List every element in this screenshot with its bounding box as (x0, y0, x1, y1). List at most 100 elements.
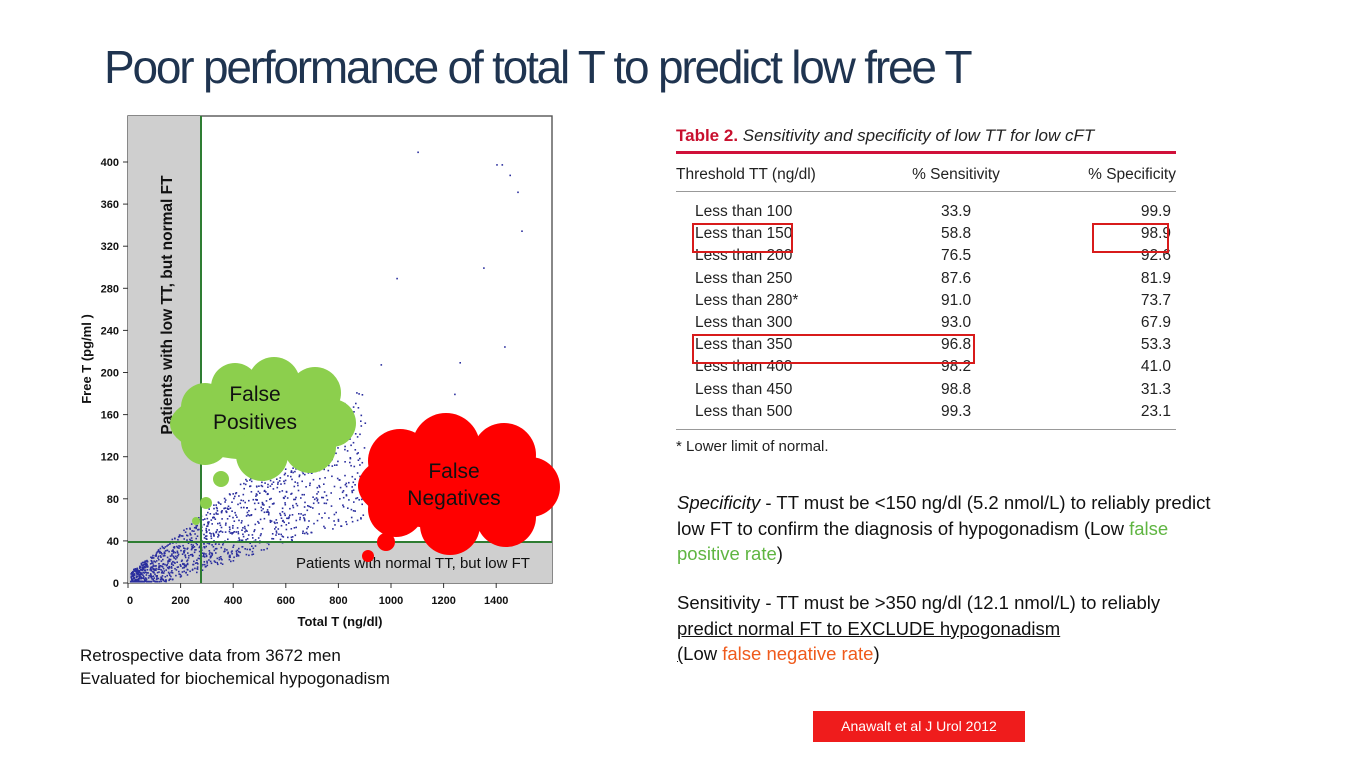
scatter-point (358, 499, 360, 501)
scatter-point (208, 550, 211, 552)
scatter-point (323, 525, 325, 528)
scatter-point (257, 490, 260, 493)
scatter-point (239, 483, 242, 486)
scatter-point (158, 563, 160, 565)
scatter-point (322, 496, 325, 499)
scatter-point (145, 578, 148, 581)
scatter-point (223, 507, 225, 510)
scatter-point (345, 482, 348, 485)
scatter-point (223, 497, 226, 500)
scatter-point (235, 552, 238, 554)
scatter-point (342, 504, 344, 506)
scatter-point (140, 563, 143, 565)
scatter-point (273, 521, 276, 523)
scatter-point (215, 504, 217, 506)
scatter-point (337, 460, 339, 463)
scatter-point (293, 485, 296, 488)
scatter-point (160, 572, 163, 574)
scatter-point (304, 513, 306, 516)
scatter-point (144, 561, 146, 563)
scatter-point (323, 483, 325, 485)
scatter-point (148, 574, 150, 577)
scatter-point (138, 580, 140, 583)
scatter-point (176, 545, 178, 548)
scatter-point (346, 523, 348, 526)
scatter-point (172, 546, 175, 549)
scatter-point (139, 580, 141, 583)
scatter-point (222, 543, 224, 546)
sensitivity-paragraph: Sensitivity - TT must be >350 ng/dl (12.… (677, 590, 1217, 667)
scatter-point (183, 538, 185, 540)
scatter-point (359, 464, 361, 466)
scatter-point (233, 520, 236, 522)
scatter-point (307, 505, 309, 507)
scatter-point (181, 559, 183, 562)
scatter-point (139, 577, 141, 580)
scatter-point (318, 486, 321, 488)
scatter-point (138, 570, 141, 572)
scatter-point (292, 467, 294, 469)
scatter-point (302, 532, 304, 534)
scatter-point (170, 565, 173, 568)
scatter-point (132, 574, 135, 576)
header-sensitivity: % Sensitivity (912, 166, 1000, 183)
scatter-point (170, 563, 173, 565)
scatter-point (277, 528, 280, 530)
scatter-point (193, 560, 195, 563)
scatter-point (272, 481, 275, 483)
scatter-point (175, 574, 177, 577)
y-tick-label: 320 (101, 241, 119, 253)
scatter-point (297, 489, 300, 492)
scatter-point (245, 515, 248, 517)
scatter-point (228, 515, 231, 517)
scatter-point (270, 520, 273, 522)
scatter-point (135, 576, 138, 579)
scatter-point (496, 164, 498, 166)
scatter-point (152, 580, 155, 582)
scatter-point (260, 533, 262, 535)
scatter-point (302, 514, 304, 517)
scatter-point (281, 507, 284, 510)
scatter-point (227, 538, 229, 541)
low-ft-region-label: Patients with normal TT, but low FT (296, 555, 530, 572)
y-tick-label: 120 (101, 452, 119, 464)
scatter-point (292, 504, 294, 507)
scatter-point (501, 164, 504, 166)
scatter-point (344, 448, 346, 451)
scatter-point (271, 503, 274, 505)
scatter-point (150, 570, 153, 572)
scatter-point (196, 568, 199, 570)
scatter-point (211, 544, 213, 546)
scatter-point (363, 447, 366, 449)
scatter-point (521, 230, 523, 232)
x-axis-label: Total T (ng/dl) (298, 614, 383, 629)
scatter-point (352, 441, 355, 444)
scatter-point (333, 520, 335, 522)
scatter-point (351, 475, 354, 478)
scatter-point (162, 578, 164, 581)
scatter-point (280, 483, 282, 485)
scatter-point (132, 580, 135, 582)
scatter-point (209, 513, 212, 515)
scatter-point (133, 574, 136, 576)
scatter-point (316, 498, 319, 501)
scatter-point (287, 536, 289, 539)
scatter-point (246, 538, 249, 540)
scatter-point (279, 477, 282, 479)
scatter-point (263, 549, 265, 551)
scatter-point (133, 569, 135, 571)
scatter-point (154, 573, 156, 576)
scatter-point (245, 478, 247, 481)
scatter-point (249, 548, 251, 551)
scatter-point (341, 491, 344, 494)
cell-sensitivity: 99.3 (940, 402, 972, 420)
x-tick-label: 800 (329, 595, 347, 607)
scatter-point (203, 543, 205, 545)
scatter-point (130, 576, 132, 579)
scatter-point (483, 267, 485, 269)
scatter-point (131, 580, 133, 583)
scatter-point (245, 553, 248, 556)
scatter-point (241, 520, 243, 522)
scatter-point (206, 542, 209, 544)
scatter-point (291, 478, 293, 481)
